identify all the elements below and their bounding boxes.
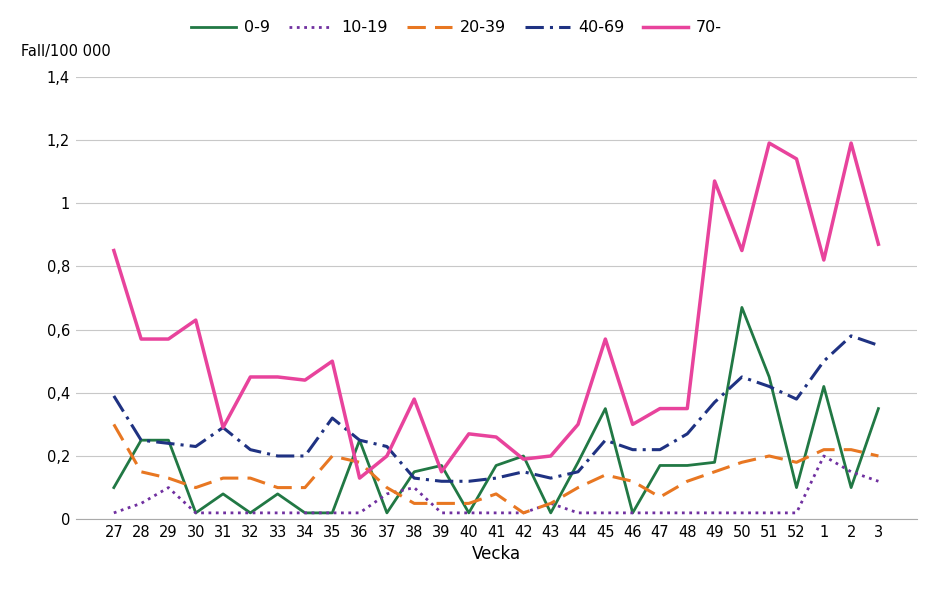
Text: Fall/100 000: Fall/100 000 (21, 44, 110, 59)
Legend: 0-9, 10-19, 20-39, 40-69, 70-: 0-9, 10-19, 20-39, 40-69, 70- (184, 14, 728, 42)
X-axis label: Vecka: Vecka (471, 545, 520, 563)
